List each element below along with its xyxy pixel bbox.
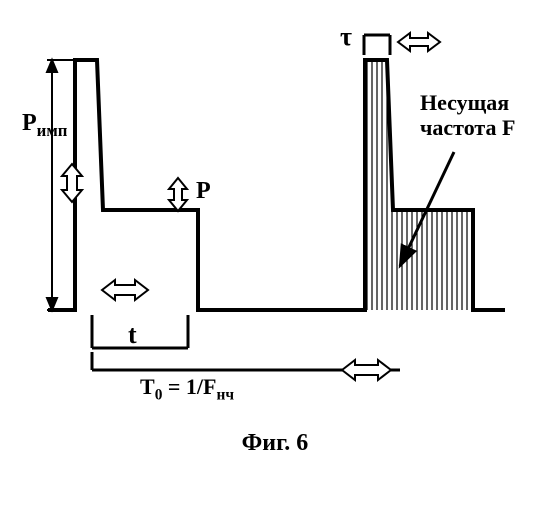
figure-canvas: Pимп P t τ T0 = 1/Fнч Несущая частота F … xyxy=(0,0,550,500)
p-imp-updown-arrow xyxy=(62,164,82,202)
carrier-line2: частота F xyxy=(420,115,515,140)
carrier-label: Несущая частота F xyxy=(420,90,515,141)
t-bracket xyxy=(92,315,188,348)
p-imp-sub: имп xyxy=(37,121,68,140)
t-label: t xyxy=(128,320,137,350)
tau-label: τ xyxy=(340,22,352,52)
figure-caption: Фиг. 6 xyxy=(0,430,550,457)
period-eq: = 1/F xyxy=(162,374,216,399)
p-imp-label: Pимп xyxy=(22,110,67,141)
diagram-svg xyxy=(0,0,550,500)
period-label: T0 = 1/Fнч xyxy=(140,374,234,404)
tau-leftright-arrow xyxy=(398,33,440,51)
period-T: T xyxy=(140,374,155,399)
period-eq-sub: нч xyxy=(216,386,234,403)
p-imp-main: P xyxy=(22,110,37,136)
period-leftright-arrow xyxy=(342,360,391,380)
p-label: P xyxy=(196,178,211,205)
tau-bracket xyxy=(364,35,390,55)
carrier-line1: Несущая xyxy=(420,90,509,115)
p-updown-arrow xyxy=(169,178,187,211)
t-leftright-arrow xyxy=(102,280,148,300)
